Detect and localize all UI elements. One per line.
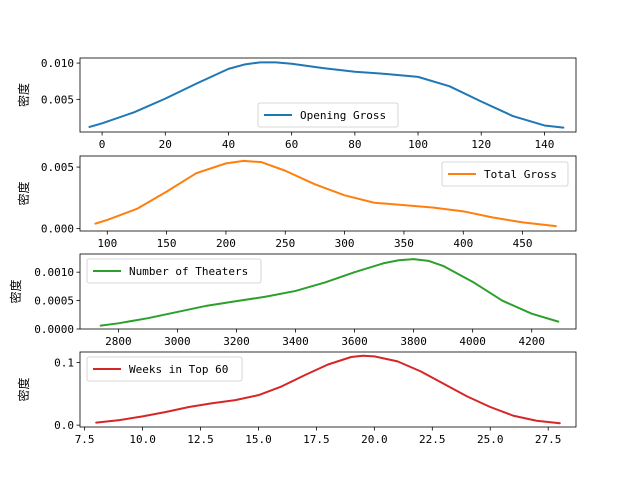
legend-label: Total Gross	[484, 168, 557, 181]
y-tick-label: 0.0000	[34, 323, 74, 336]
axes-frame-2	[79, 155, 577, 232]
x-tick-label: 400	[453, 237, 473, 250]
subplot-3: 2800 3000 3200 3400 3600 3800 4000 4200 0.0000 0.…	[8, 253, 577, 348]
y-tick-label: 0.0005	[34, 295, 74, 308]
subplot-2: 100 150 200 250 300 350 400 450 0.000 0.005 密度 Tota…	[16, 155, 577, 250]
x-tick-label: 3600	[341, 335, 368, 348]
x-tick-label: 140	[534, 138, 554, 151]
subplot-1: 0 20 40 60 80 100 120 140 0.005 0.010 密度 Opening Gr…	[16, 57, 577, 151]
x-tick-label: 450	[513, 237, 533, 250]
legend-1: Opening Gross	[257, 102, 399, 128]
y-tick-label: 0.005	[41, 93, 74, 106]
x-tick-label: 7.5	[75, 433, 95, 446]
legend-label: Number of Theaters	[129, 265, 248, 278]
subplot-4: 7.5 10.0 12.5 15.0 17.5 20.0 22.5 25.0 27.5 0.0 0.…	[16, 351, 577, 446]
legend-box	[86, 258, 262, 284]
legend-label: Opening Gross	[300, 109, 386, 122]
x-tick-label: 20.0	[361, 433, 388, 446]
legend-4: Weeks in Top 60	[86, 356, 243, 382]
y-axis-label: 密度	[16, 83, 31, 107]
x-tick-label: 3400	[282, 335, 309, 348]
legend-label: Weeks in Top 60	[129, 363, 228, 376]
x-tick-label: 120	[471, 138, 491, 151]
x-tick-label: 300	[335, 237, 355, 250]
density-line-2	[94, 159, 557, 228]
y-axis-label: 密度	[8, 279, 23, 303]
density-line-1	[88, 61, 565, 129]
x-tick-label: 4200	[518, 335, 545, 348]
legend-2: Total Gross	[441, 161, 569, 187]
x-tick-label: 3200	[223, 335, 250, 348]
y-axis-label: 密度	[16, 377, 31, 401]
legend-box	[257, 102, 399, 128]
x-tick-label: 150	[157, 237, 177, 250]
x-tick-label: 12.5	[187, 433, 214, 446]
x-tick-label: 25.0	[477, 433, 504, 446]
y-tick-label: 0.000	[41, 223, 74, 236]
x-tick-label: 0	[99, 138, 106, 151]
x-tick-label: 4000	[459, 335, 486, 348]
x-tick-label: 100	[97, 237, 117, 250]
y-tick-label: 0.0	[54, 419, 74, 432]
x-tick-label: 40	[222, 138, 235, 151]
legend-box	[86, 356, 243, 382]
x-tick-label: 3800	[400, 335, 427, 348]
x-tick-label: 2800	[105, 335, 132, 348]
x-tick-label: 200	[216, 237, 236, 250]
x-tick-label: 20	[159, 138, 172, 151]
y-tick-label: 0.010	[41, 57, 74, 70]
density-line-4	[95, 354, 561, 425]
x-tick-label: 250	[275, 237, 295, 250]
axes-frame-3	[79, 253, 577, 330]
x-tick-label: 15.0	[245, 433, 272, 446]
y-tick-label: 0.1	[54, 357, 74, 370]
x-tick-label: 60	[285, 138, 298, 151]
y-tick-label: 0.005	[41, 161, 74, 174]
y-tick-label: 0.0010	[34, 266, 74, 279]
y-axis-label: 密度	[16, 181, 31, 205]
legend-box	[441, 161, 569, 187]
x-tick-label: 350	[394, 237, 414, 250]
x-tick-label: 27.5	[535, 433, 562, 446]
x-tick-label: 100	[408, 138, 428, 151]
x-tick-label: 10.0	[129, 433, 156, 446]
axes-frame-4	[79, 351, 577, 428]
density-line-3	[99, 258, 560, 327]
axes-frame-1	[79, 57, 577, 133]
x-tick-label: 17.5	[303, 433, 330, 446]
x-tick-label: 3000	[164, 335, 191, 348]
x-tick-label: 22.5	[419, 433, 446, 446]
legend-3: Number of Theaters	[86, 258, 262, 284]
x-tick-label: 80	[348, 138, 361, 151]
